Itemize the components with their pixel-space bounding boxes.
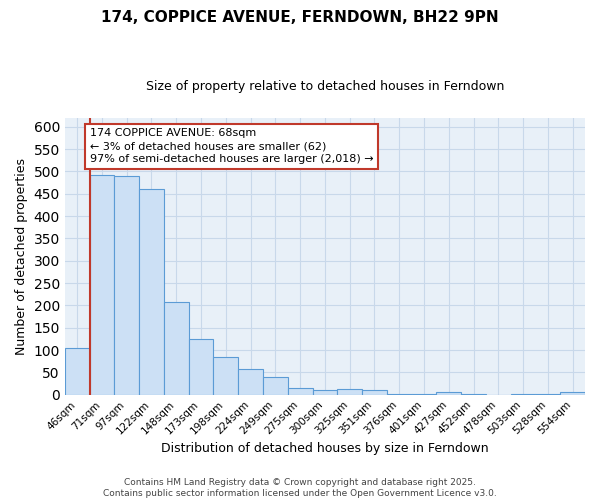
Bar (238, 370, 263, 394)
Bar (115, 176, 139, 394)
Bar (89, 174, 115, 394)
Bar (65, 348, 89, 395)
Text: 174, COPPICE AVENUE, FERNDOWN, BH22 9PN: 174, COPPICE AVENUE, FERNDOWN, BH22 9PN (101, 10, 499, 25)
Bar (188, 340, 214, 394)
Text: Contains HM Land Registry data © Crown copyright and database right 2025.
Contai: Contains HM Land Registry data © Crown c… (103, 478, 497, 498)
Bar (139, 189, 164, 394)
Bar (436, 392, 461, 394)
Bar (214, 357, 238, 395)
Bar (288, 388, 313, 394)
Bar (560, 392, 585, 394)
Bar (263, 378, 288, 394)
Bar (313, 390, 337, 394)
X-axis label: Distribution of detached houses by size in Ferndown: Distribution of detached houses by size … (161, 442, 489, 455)
Bar (164, 302, 188, 394)
Title: Size of property relative to detached houses in Ferndown: Size of property relative to detached ho… (146, 80, 504, 93)
Bar (362, 390, 387, 394)
Y-axis label: Number of detached properties: Number of detached properties (15, 158, 28, 355)
Bar (337, 389, 362, 394)
Text: 174 COPPICE AVENUE: 68sqm
← 3% of detached houses are smaller (62)
97% of semi-d: 174 COPPICE AVENUE: 68sqm ← 3% of detach… (89, 128, 373, 164)
